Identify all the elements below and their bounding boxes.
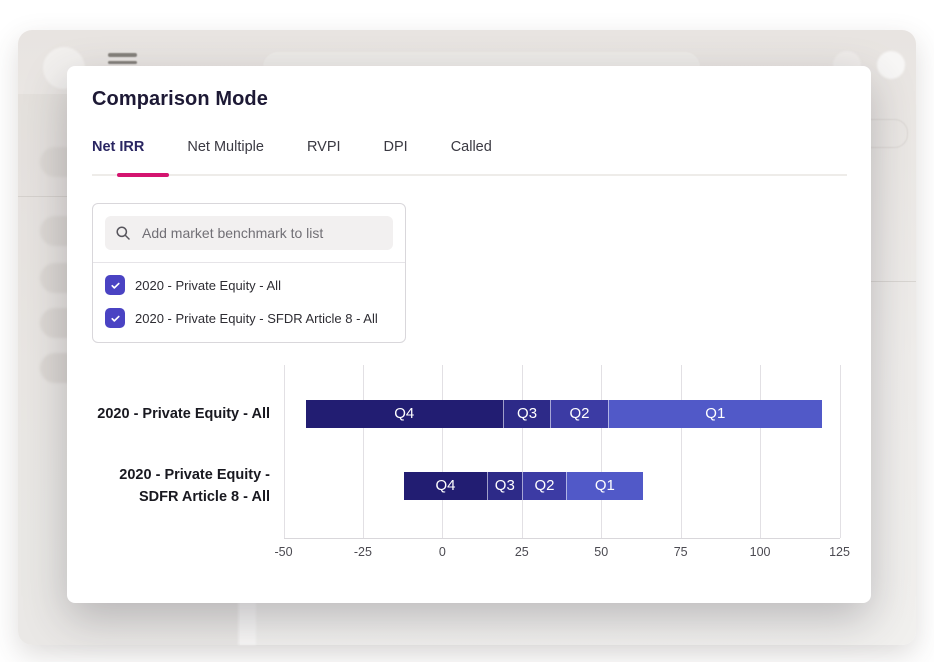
benchmark-item-label: 2020 - Private Equity - SFDR Article 8 -…: [135, 310, 378, 326]
check-icon: [110, 315, 120, 322]
gridline: [362, 365, 364, 538]
gridline: [521, 365, 523, 538]
content-divider: [858, 281, 916, 282]
gridline: [839, 365, 841, 538]
tab-called[interactable]: Called: [450, 139, 492, 155]
gridline: [283, 365, 285, 538]
bar-segment-q4: Q4: [404, 472, 487, 500]
x-axis-tick-label: 125: [829, 545, 850, 559]
x-axis-tick-label: -25: [353, 545, 372, 559]
check-icon: [110, 282, 120, 289]
checkbox-checked[interactable]: [105, 275, 125, 295]
benchmark-search-input[interactable]: [140, 224, 383, 242]
gridline: [601, 365, 603, 538]
quartile-comparison-chart: Q4 Q3 Q2 Q1 Q4 Q3 Q2 Q1 -50 -25 0 25 50 75 100 125 2020 …: [67, 356, 871, 591]
bar-row-label: 2020 - Private Equity - All: [97, 406, 270, 422]
x-axis-line: [283, 538, 840, 539]
benchmark-item[interactable]: 2020 - Private Equity - All: [105, 275, 393, 295]
profile-circle[interactable]: [877, 51, 905, 79]
x-axis-tick-label: 0: [438, 545, 446, 559]
hamburger-menu-icon[interactable]: [108, 52, 138, 66]
bar-segment-q3: Q3: [486, 472, 522, 500]
bar-segment-q1: Q1: [607, 400, 823, 428]
benchmark-bar: Q4 Q3 Q2 Q1: [284, 400, 840, 428]
tab-dpi[interactable]: DPI: [383, 139, 408, 155]
search-icon: [116, 226, 130, 240]
x-axis-tick-label: 25: [514, 545, 529, 559]
comparison-mode-modal: Comparison Mode Net IRR Net Multiple RVPI D…: [67, 66, 871, 603]
x-axis-tick-label: 75: [673, 545, 688, 559]
tab-track: [92, 173, 847, 177]
tab-bar: Net IRR Net Multiple RVPI DPI Called: [67, 124, 871, 177]
bar-row-label: 2020 - Private Equity - SDFR Article 8 - …: [119, 467, 270, 505]
panel-divider: [93, 262, 405, 263]
tab-net-irr[interactable]: Net IRR: [92, 139, 145, 155]
gridline: [442, 365, 444, 538]
tab-rvpi[interactable]: RVPI: [306, 139, 341, 155]
bar-segment-q4: Q4: [305, 400, 503, 428]
x-axis-tick-label: 50: [594, 545, 609, 559]
modal-title: Comparison Mode: [92, 88, 268, 110]
tab-net-multiple[interactable]: Net Multiple: [187, 139, 264, 155]
bar-segment-q3: Q3: [502, 400, 551, 428]
benchmark-item-label: 2020 - Private Equity - All: [135, 277, 281, 293]
gridline: [680, 365, 682, 538]
benchmark-search-box[interactable]: [105, 216, 393, 250]
benchmark-panel: 2020 - Private Equity - All 2020 - Privat…: [92, 203, 406, 343]
checkbox-checked[interactable]: [105, 308, 125, 328]
bar-segment-q2: Q2: [521, 472, 567, 500]
plot-area: Q4 Q3 Q2 Q1 Q4 Q3 Q2 Q1: [283, 365, 841, 539]
gridline: [760, 365, 762, 538]
active-tab-underline: [117, 173, 169, 177]
bar-segment-q2: Q2: [550, 400, 608, 428]
benchmark-item[interactable]: 2020 - Private Equity - SFDR Article 8 -…: [105, 308, 393, 328]
bar-segment-q1: Q1: [566, 472, 643, 500]
x-axis-tick-label: 100: [749, 545, 771, 559]
benchmark-bar: Q4 Q3 Q2 Q1: [284, 472, 840, 500]
x-axis-tick-label: -50: [274, 545, 293, 559]
